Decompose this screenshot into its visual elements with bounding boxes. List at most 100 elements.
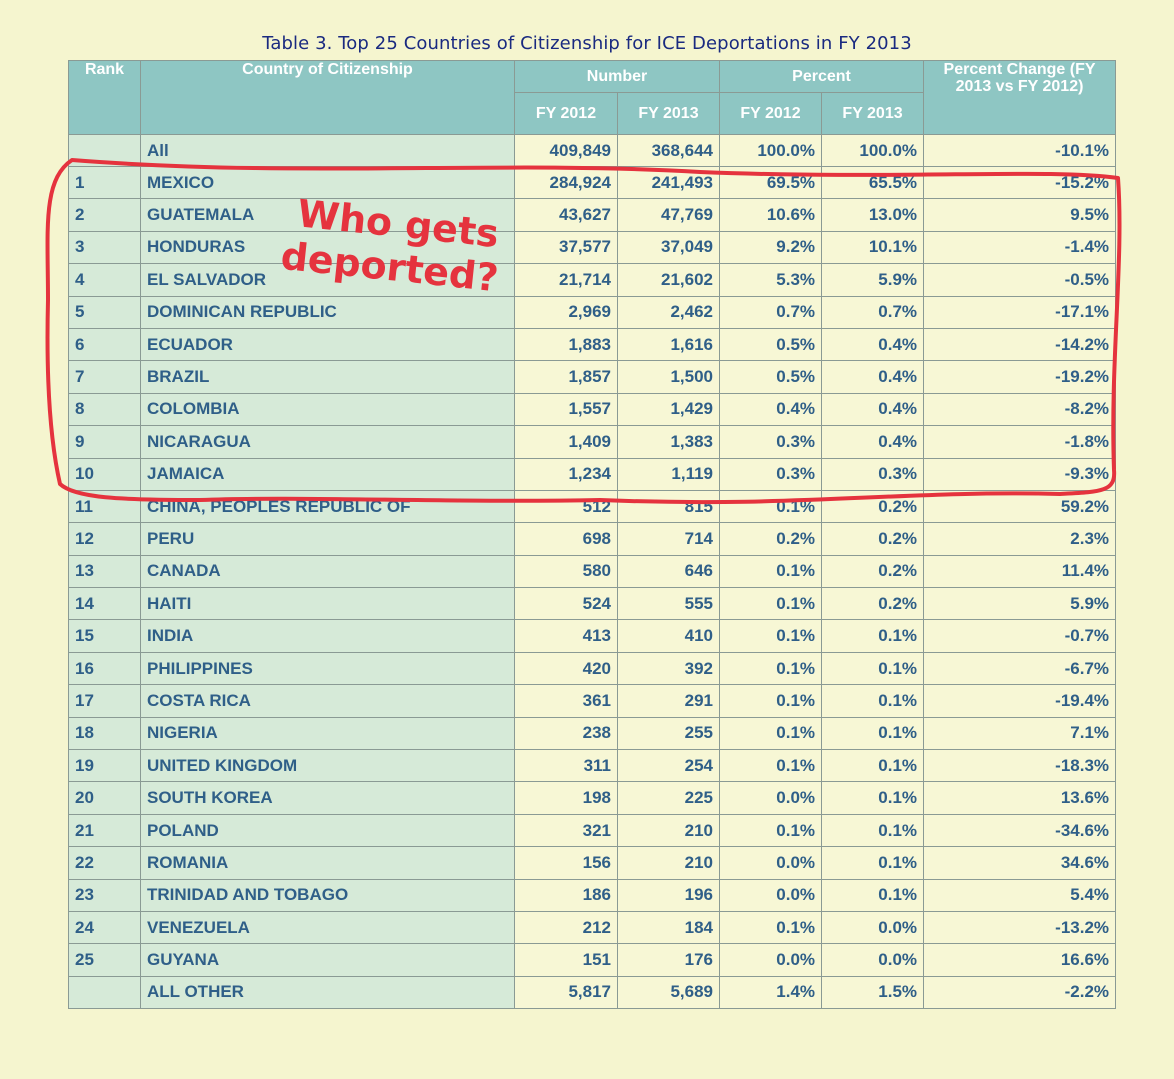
cell-number-fy2012: 1,234 [514,457,618,491]
table-row: 8 COLOMBIA 1,557 1,429 0.4% 0.4% -8.2% [68,392,1117,427]
cell-country: CHINA, PEOPLES REPUBLIC OF [140,489,515,524]
cell-number-fy2013: 1,500 [616,360,721,394]
header-country: Country of Citizenship [140,60,515,135]
cell-number-fy2013: 37,049 [616,230,721,265]
table-row: 22 ROMANIA 156 210 0.0% 0.1% 34.6% [68,846,1117,880]
cell-number-fy2013: 646 [616,554,721,589]
cell-percent-change: -1.8% [923,425,1117,459]
cell-percent-fy2013: 0.1% [821,716,925,751]
table-row: All 409,849 368,644 100.0% 100.0% -10.1% [68,134,1117,167]
header-number: Number [513,60,721,93]
cell-percent-fy2012: 0.0% [719,943,823,977]
cell-percent-fy2013: 0.7% [821,295,925,329]
cell-country: DOMINICAN REPUBLIC [140,295,515,329]
cell-percent-change: -13.2% [923,910,1117,945]
cell-number-fy2012: 238 [514,716,618,751]
cell-country: POLAND [140,813,515,848]
cell-rank [68,134,141,167]
header-percent-fy2012: FY 2012 [719,92,823,135]
cell-rank: 10 [68,457,141,491]
cell-percent-fy2013: 0.1% [821,651,925,686]
cell-number-fy2012: 37,577 [514,230,618,265]
cell-number-fy2012: 580 [514,554,618,589]
cell-number-fy2013: 368,644 [616,134,721,167]
cell-percent-change: 7.1% [923,716,1117,751]
deportations-table: Rank Country of Citizenship Number Perce… [68,60,1117,1010]
cell-percent-change: -0.7% [923,619,1117,653]
table-row: 6 ECUADOR 1,883 1,616 0.5% 0.4% -14.2% [68,327,1117,362]
cell-percent-fy2012: 1.4% [719,975,823,1010]
cell-percent-change: -15.2% [923,165,1117,200]
cell-number-fy2013: 196 [616,878,721,912]
cell-number-fy2012: 1,857 [514,360,618,394]
cell-number-fy2013: 1,429 [616,392,721,427]
cell-percent-change: -2.2% [923,975,1117,1010]
cell-number-fy2012: 21,714 [514,263,618,297]
cell-number-fy2012: 512 [514,489,618,524]
cell-rank: 2 [68,198,141,232]
table-row: 12 PERU 698 714 0.2% 0.2% 2.3% [68,522,1117,556]
cell-percent-fy2012: 0.1% [719,684,823,718]
cell-rank: 13 [68,554,141,589]
cell-percent-fy2012: 0.1% [719,749,823,783]
cell-number-fy2012: 1,409 [514,425,618,459]
table-row: 20 SOUTH KOREA 198 225 0.0% 0.1% 13.6% [68,781,1117,815]
cell-percent-fy2013: 0.4% [821,392,925,427]
cell-percent-fy2013: 10.1% [821,230,925,265]
cell-percent-fy2013: 0.1% [821,813,925,848]
cell-percent-change: -6.7% [923,651,1117,686]
table-row: 11 CHINA, PEOPLES REPUBLIC OF 512 815 0.1% 0.… [68,489,1117,524]
cell-number-fy2012: 413 [514,619,618,653]
table-row: 17 COSTA RICA 361 291 0.1% 0.1% -19.4% [68,684,1117,718]
table-row: ALL OTHER 5,817 5,689 1.4% 1.5% -2.2% [68,975,1117,1010]
cell-country: BRAZIL [140,360,515,394]
cell-rank: 1 [68,165,141,200]
cell-number-fy2013: 2,462 [616,295,721,329]
cell-rank: 20 [68,781,141,815]
cell-country: PERU [140,522,515,556]
cell-percent-fy2013: 0.2% [821,587,925,621]
cell-country: COLOMBIA [140,392,515,427]
cell-percent-fy2012: 0.2% [719,522,823,556]
cell-number-fy2013: 1,383 [616,425,721,459]
cell-percent-fy2013: 13.0% [821,198,925,232]
cell-percent-change: 16.6% [923,943,1117,977]
cell-percent-fy2012: 0.1% [719,813,823,848]
cell-percent-fy2013: 65.5% [821,165,925,200]
cell-percent-fy2013: 0.1% [821,846,925,880]
table-title: Table 3. Top 25 Countries of Citizenship… [262,33,912,54]
cell-percent-fy2012: 9.2% [719,230,823,265]
cell-number-fy2012: 361 [514,684,618,718]
cell-number-fy2013: 241,493 [616,165,721,200]
cell-number-fy2013: 176 [616,943,721,977]
cell-rank: 14 [68,587,141,621]
cell-percent-fy2012: 0.1% [719,587,823,621]
cell-percent-fy2013: 100.0% [821,134,925,167]
cell-percent-fy2013: 0.1% [821,749,925,783]
cell-percent-fy2013: 0.2% [821,554,925,589]
header-number-fy2012: FY 2012 [514,92,618,135]
table-row: 4 EL SALVADOR 21,714 21,602 5.3% 5.9% -0.5% [68,263,1117,297]
cell-number-fy2013: 1,616 [616,327,721,362]
cell-rank: 6 [68,327,141,362]
cell-rank: 24 [68,910,141,945]
cell-rank: 19 [68,749,141,783]
cell-rank: 4 [68,263,141,297]
table-body: All 409,849 368,644 100.0% 100.0% -10.1% 1 MEXI… [68,134,1117,1010]
cell-rank: 17 [68,684,141,718]
cell-rank: 11 [68,489,141,524]
cell-percent-change: 11.4% [923,554,1117,589]
cell-percent-change: -1.4% [923,230,1117,265]
table-row: 24 VENEZUELA 212 184 0.1% 0.0% -13.2% [68,910,1117,945]
table-row: 2 GUATEMALA 43,627 47,769 10.6% 13.0% 9.5% [68,198,1117,232]
cell-country: COSTA RICA [140,684,515,718]
table-row: 16 PHILIPPINES 420 392 0.1% 0.1% -6.7% [68,651,1117,686]
cell-rank [68,975,141,1010]
cell-country: NIGERIA [140,716,515,751]
cell-percent-fy2012: 0.1% [719,554,823,589]
cell-percent-fy2013: 0.0% [821,910,925,945]
cell-percent-fy2013: 0.4% [821,425,925,459]
cell-percent-change: 5.4% [923,878,1117,912]
cell-number-fy2013: 47,769 [616,198,721,232]
cell-percent-fy2012: 0.1% [719,910,823,945]
